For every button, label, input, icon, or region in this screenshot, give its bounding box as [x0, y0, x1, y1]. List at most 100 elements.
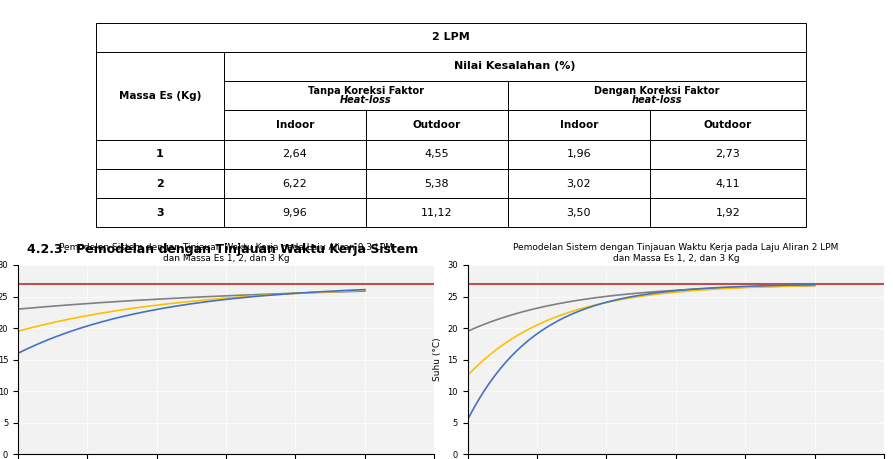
1 Kg: [349, 289, 360, 294]
Bar: [223, 111, 366, 140]
2 Kg: [631, 294, 642, 300]
Line: 3 Kg: 3 Kg: [18, 290, 365, 353]
Bar: [96, 52, 223, 140]
Text: Nilai Kesalahan (%): Nilai Kesalahan (%): [455, 62, 576, 72]
Bar: [366, 111, 508, 140]
2 Kg: [463, 373, 473, 378]
2 Kg: [286, 291, 296, 297]
Text: 11,12: 11,12: [421, 208, 453, 218]
Text: 2,64: 2,64: [282, 149, 307, 159]
1 Kg: [622, 291, 632, 297]
3 Kg: [463, 417, 473, 422]
Text: Outdoor: Outdoor: [413, 120, 461, 130]
Text: 3,02: 3,02: [566, 179, 591, 189]
3 Kg: [480, 386, 490, 392]
Line: 1 Kg: 1 Kg: [18, 291, 365, 309]
2 Kg: [799, 283, 810, 289]
2 Kg: [736, 285, 747, 291]
Text: 1: 1: [156, 149, 163, 159]
2 Kg: [30, 324, 41, 330]
Text: 1,92: 1,92: [715, 208, 740, 218]
2 Kg: [13, 329, 23, 334]
3 Kg: [172, 303, 183, 308]
Text: 9,96: 9,96: [282, 208, 307, 218]
Bar: [96, 169, 223, 198]
3 Kg: [631, 293, 642, 298]
Text: 2 LPM: 2 LPM: [432, 32, 470, 42]
Y-axis label: Suhu (°C): Suhu (°C): [433, 338, 442, 381]
Suhu Udara Lingkungan: [463, 281, 473, 286]
Text: Massa Es (Kg): Massa Es (Kg): [119, 91, 201, 101]
Title: Pemodelan Sistem dengan Tinjauan Waktu Kerja pada Laju Aliran 0,3 LPM
dan Massa : Pemodelan Sistem dengan Tinjauan Waktu K…: [59, 243, 393, 263]
3 Kg: [286, 291, 296, 297]
Bar: [508, 198, 650, 228]
3 Kg: [349, 287, 360, 293]
Text: 2,73: 2,73: [715, 149, 740, 159]
1 Kg: [181, 295, 192, 300]
1 Kg: [30, 305, 41, 310]
1 Kg: [799, 283, 810, 289]
Bar: [366, 169, 508, 198]
1 Kg: [349, 289, 360, 294]
3 Kg: [13, 351, 23, 356]
Bar: [96, 140, 223, 169]
1 Kg: [360, 288, 371, 294]
3 Kg: [736, 284, 747, 289]
1 Kg: [286, 291, 296, 296]
Line: 2 Kg: 2 Kg: [18, 290, 365, 331]
Bar: [650, 111, 806, 140]
3 Kg: [181, 302, 192, 307]
2 Kg: [622, 296, 632, 301]
3 Kg: [809, 282, 820, 287]
Bar: [223, 52, 806, 81]
3 Kg: [622, 295, 632, 300]
Bar: [96, 111, 223, 140]
Bar: [223, 198, 366, 228]
Bar: [508, 81, 806, 111]
Text: 6,22: 6,22: [282, 179, 307, 189]
Text: Heat-loss: Heat-loss: [340, 95, 391, 105]
Bar: [650, 198, 806, 228]
1 Kg: [13, 307, 23, 312]
1 Kg: [631, 291, 642, 296]
Bar: [650, 140, 806, 169]
Bar: [223, 169, 366, 198]
1 Kg: [480, 321, 490, 327]
1 Kg: [809, 283, 820, 288]
2 Kg: [809, 283, 820, 288]
2 Kg: [349, 288, 360, 293]
Title: Pemodelan Sistem dengan Tinjauan Waktu Kerja pada Laju Aliran 2 LPM
dan Massa Es: Pemodelan Sistem dengan Tinjauan Waktu K…: [513, 243, 839, 263]
Text: 4,55: 4,55: [424, 149, 449, 159]
Bar: [508, 169, 650, 198]
1 Kg: [736, 285, 747, 290]
1 Kg: [172, 295, 183, 301]
2 Kg: [349, 288, 360, 293]
Bar: [223, 140, 366, 169]
Suhu Udara Lingkungan: [463, 281, 473, 286]
Bar: [508, 111, 650, 140]
Text: 2: 2: [156, 179, 163, 189]
Text: 3,50: 3,50: [566, 208, 591, 218]
Bar: [96, 22, 806, 52]
Text: 4.2.3.  Pemodelan dengan Tinjauan Waktu Kerja Sistem: 4.2.3. Pemodelan dengan Tinjauan Waktu K…: [27, 243, 418, 256]
Bar: [366, 140, 508, 169]
Bar: [96, 81, 223, 111]
1 Kg: [463, 329, 473, 334]
Text: 5,38: 5,38: [424, 179, 449, 189]
3 Kg: [349, 287, 360, 293]
Text: heat-loss: heat-loss: [631, 95, 682, 105]
Bar: [223, 81, 508, 111]
2 Kg: [799, 283, 810, 289]
Text: 1,96: 1,96: [566, 149, 591, 159]
Text: Outdoor: Outdoor: [704, 120, 752, 130]
2 Kg: [480, 356, 490, 361]
3 Kg: [360, 287, 371, 292]
2 Kg: [181, 299, 192, 305]
Text: Tanpa Koreksi Faktor: Tanpa Koreksi Faktor: [308, 86, 424, 96]
Bar: [96, 198, 223, 228]
3 Kg: [30, 342, 41, 348]
Line: 2 Kg: 2 Kg: [468, 285, 814, 375]
2 Kg: [360, 287, 371, 293]
Line: 1 Kg: 1 Kg: [468, 285, 814, 331]
Text: Dengan Koreksi Faktor: Dengan Koreksi Faktor: [594, 86, 720, 96]
